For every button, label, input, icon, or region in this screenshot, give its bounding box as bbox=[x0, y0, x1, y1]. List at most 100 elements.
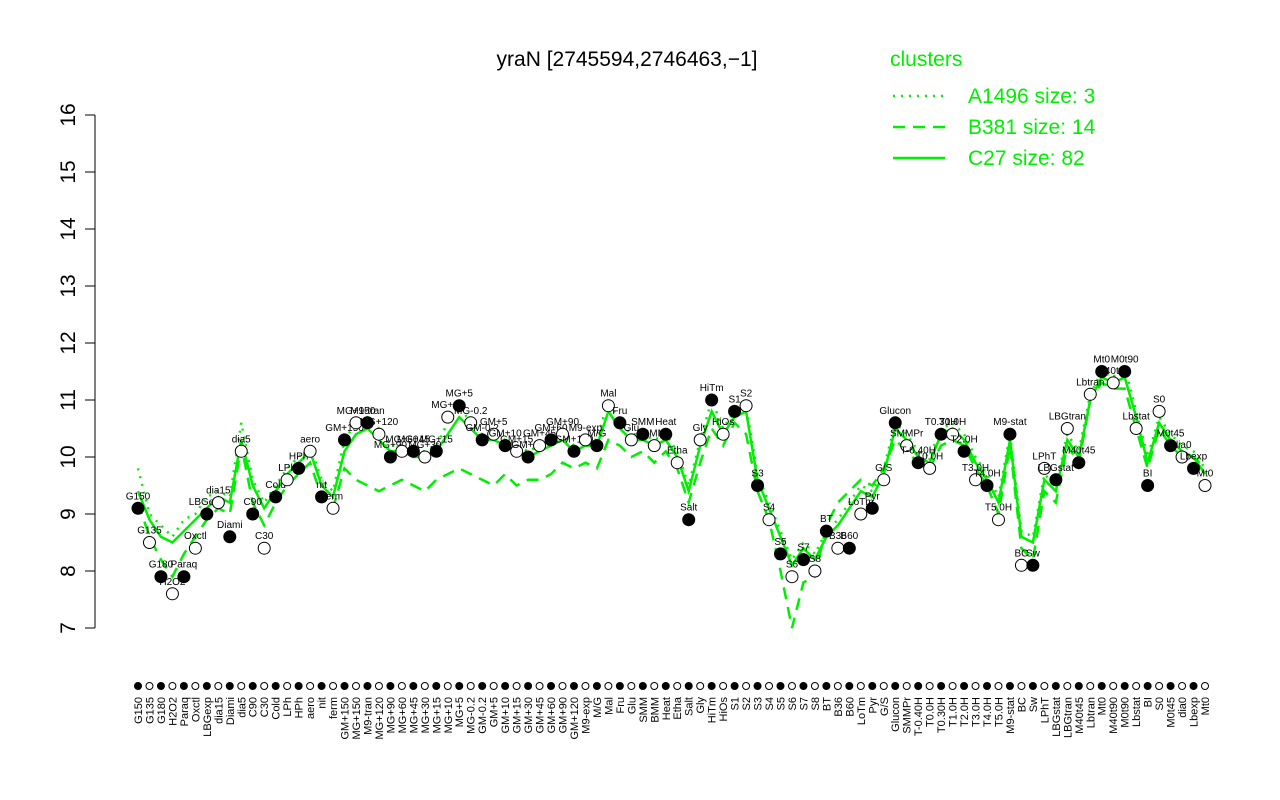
point bbox=[1129, 422, 1143, 435]
x-tick-label: T0.0H bbox=[925, 697, 937, 727]
point-label: Pyr bbox=[865, 491, 881, 502]
point-label: MG+150 bbox=[337, 406, 376, 417]
x-tick-label: dia15 bbox=[213, 697, 225, 724]
x-tick-label: GM+150 bbox=[340, 697, 352, 740]
point-label: G/S bbox=[875, 463, 893, 474]
point-label: G135 bbox=[137, 526, 162, 537]
x-tick-label: Glucon bbox=[890, 697, 902, 732]
point bbox=[372, 427, 386, 441]
point bbox=[200, 507, 214, 521]
point bbox=[705, 393, 719, 407]
point bbox=[383, 450, 397, 464]
axis-dot bbox=[592, 682, 601, 690]
point-label: LPh bbox=[278, 463, 296, 474]
point bbox=[842, 541, 856, 555]
axis-dot bbox=[960, 682, 969, 690]
point bbox=[969, 473, 983, 487]
x-tick-label: Sw bbox=[1028, 697, 1040, 712]
axis-dot bbox=[868, 682, 877, 690]
point bbox=[188, 541, 202, 555]
point bbox=[1118, 365, 1132, 378]
axis-dot bbox=[661, 682, 670, 690]
axis-dot bbox=[225, 682, 234, 690]
point bbox=[1187, 461, 1201, 475]
axis-dot bbox=[787, 682, 796, 690]
point-label: Oxctl bbox=[184, 531, 207, 542]
chart-title: yraN [2745594,2746463,−1] bbox=[497, 48, 758, 71]
point bbox=[682, 513, 696, 527]
point-label: Glu bbox=[624, 423, 640, 434]
axis-dot bbox=[983, 682, 992, 690]
axis-dot bbox=[730, 682, 739, 690]
point-label: S6 bbox=[786, 560, 799, 571]
axis-dot bbox=[512, 682, 521, 690]
point bbox=[624, 433, 638, 447]
axis-dot bbox=[1051, 682, 1060, 690]
x-tick-label: GM+120 bbox=[569, 697, 581, 740]
point-label: Sw bbox=[1026, 548, 1041, 559]
x-tick-label: T4.0H bbox=[982, 697, 994, 727]
point bbox=[326, 501, 340, 515]
point bbox=[556, 427, 570, 441]
x-tick-label: GM-0.2 bbox=[477, 697, 489, 734]
axis-dot bbox=[214, 682, 223, 690]
point bbox=[487, 427, 501, 441]
axis-dot bbox=[374, 682, 383, 690]
point bbox=[475, 433, 489, 447]
axis-dot bbox=[684, 682, 693, 690]
point-label: HiTm bbox=[700, 383, 724, 394]
axis-dot bbox=[937, 682, 946, 690]
axis-dot bbox=[248, 682, 257, 690]
axis-dot bbox=[902, 682, 911, 690]
x-tick-label: Pyr bbox=[867, 697, 879, 714]
axis-dot bbox=[1097, 682, 1106, 690]
x-tick-label: MG+30 bbox=[420, 697, 432, 733]
x-tick-label: M0t90 bbox=[1120, 697, 1132, 728]
point bbox=[923, 461, 937, 475]
y-tick-label: 9 bbox=[57, 508, 80, 520]
x-tick-label: MG+60 bbox=[397, 697, 409, 733]
axis-dot bbox=[179, 682, 188, 690]
point-label: Mt0 bbox=[1093, 355, 1110, 366]
point-label: GM+60 bbox=[534, 423, 568, 434]
axis-dot bbox=[581, 682, 590, 690]
axis-dot bbox=[1063, 682, 1072, 690]
point bbox=[1083, 387, 1097, 401]
axis-dot bbox=[386, 682, 395, 690]
point bbox=[888, 416, 902, 430]
x-tick-label: C30 bbox=[259, 697, 271, 717]
point bbox=[1049, 473, 1063, 487]
y-tick-label: 10 bbox=[57, 445, 80, 468]
x-tick-label: T2.0H bbox=[959, 697, 971, 727]
x-tick-label: Paraq bbox=[179, 697, 191, 726]
cluster-line bbox=[136, 381, 1206, 629]
x-tick-label: GM+30 bbox=[523, 697, 535, 733]
x-tick-label: T-0.40H bbox=[913, 697, 925, 736]
x-tick-label: GM+15 bbox=[512, 697, 524, 733]
x-tick-label: Glu bbox=[626, 697, 638, 714]
point-label: C30 bbox=[255, 531, 274, 542]
x-tick-label: S3 bbox=[753, 697, 765, 710]
x-tick-label: MG+10 bbox=[443, 697, 455, 733]
point bbox=[131, 501, 145, 515]
point-label: GM+150 bbox=[325, 423, 364, 434]
point bbox=[1141, 479, 1155, 492]
point-label: C90 bbox=[244, 497, 263, 508]
point-label: SMM bbox=[631, 417, 654, 428]
axis-dot bbox=[420, 682, 429, 690]
x-tick-label: Oxctl bbox=[190, 697, 202, 722]
x-tick-label: aero bbox=[305, 697, 317, 719]
point-label: S3 bbox=[751, 469, 764, 480]
point-label: S5 bbox=[774, 537, 787, 548]
point-label: GM+30 bbox=[512, 440, 546, 451]
axis-dot bbox=[1132, 682, 1141, 690]
x-tick-label: GM+10 bbox=[500, 697, 512, 733]
x-tick-label: HiTm bbox=[707, 697, 719, 723]
cluster-line bbox=[136, 363, 1207, 563]
x-tick-label: MG+120 bbox=[374, 697, 386, 740]
point-label: MG+60 bbox=[385, 434, 419, 445]
point bbox=[659, 427, 673, 441]
axis-dot bbox=[1017, 682, 1026, 690]
point-label: B36 bbox=[829, 531, 847, 542]
x-tick-label: MG+45 bbox=[408, 697, 420, 733]
